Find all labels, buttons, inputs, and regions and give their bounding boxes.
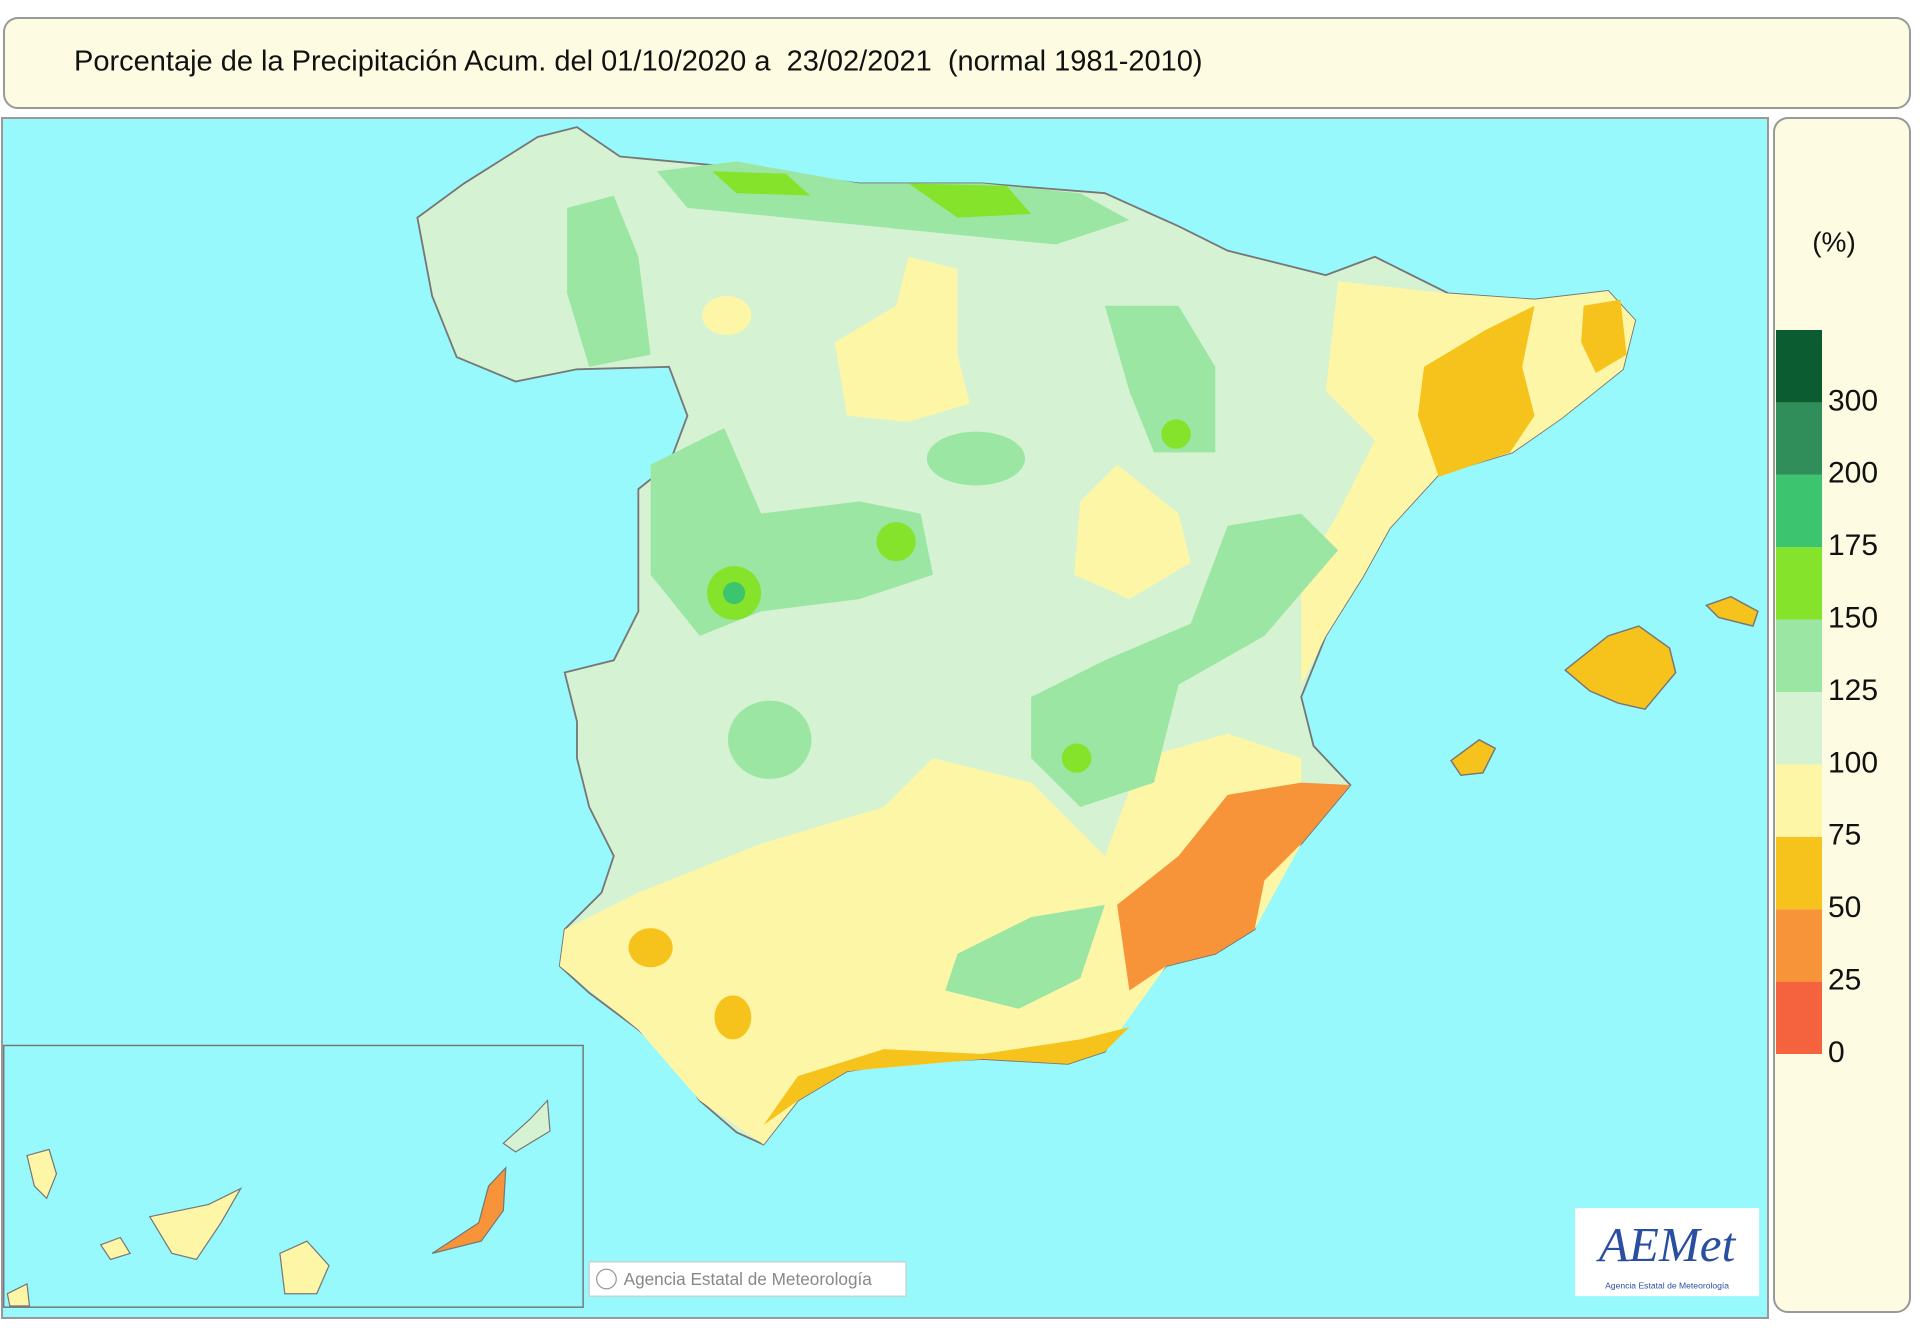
region-75-100 [1074,464,1191,600]
region-50-75 [763,1027,1130,1125]
menorca [1705,595,1759,627]
title: Porcentaje de la Precipitación Acum. del… [74,46,1203,78]
island [431,1166,507,1254]
legend-unit: (%) [1812,226,1856,257]
legend-tick-label: 100 [1828,746,1878,779]
region-125-150 [945,904,1105,1009]
legend-tick-label: 300 [1828,384,1878,417]
region-125-150 [1104,305,1216,453]
logo-box [1575,1208,1760,1297]
region-125-150 [727,700,812,779]
legend-swatch [1776,402,1822,475]
region-75-100 [834,256,970,422]
inset-frame [2,1044,584,1308]
region-125-150 [567,195,651,367]
legend-swatch [1776,909,1822,982]
legend-swatch [1776,692,1822,765]
region-50-75 [1417,305,1535,477]
region-175-200 [723,582,746,605]
region-150-175 [908,183,1032,218]
legend-tick-label: 125 [1828,674,1878,707]
region-150-175 [876,522,916,562]
legend-swatch [1776,981,1822,1054]
legend-tick-label: 150 [1828,602,1878,635]
ibiza [1450,738,1497,777]
legend-swatch [1776,330,1822,403]
legend-tick-label: 75 [1828,819,1861,852]
island [6,1283,31,1307]
legend-tick-label: 200 [1828,457,1878,490]
logo-subtitle: Agencia Estatal de Meteorología [1605,1281,1729,1291]
legend-tick-label: 0 [1828,1036,1845,1069]
logo: AEMet [1596,1217,1737,1272]
region-50-75 [1581,299,1627,373]
legend-tick-label: 50 [1828,891,1861,924]
island [148,1187,243,1261]
island [279,1240,330,1295]
region-75-100 [702,295,752,336]
island [26,1148,58,1200]
region-75-100 [559,733,1302,1145]
legend-swatch [1776,619,1822,692]
region-75-100 [1301,281,1636,685]
title-box [3,17,1911,109]
legend-tick-label: 25 [1828,964,1861,997]
island [502,1099,551,1153]
credit: Agencia Estatal de Meteorología [624,1269,873,1289]
region-150-175 [1061,743,1092,773]
map: Agencia Estatal de Meteorología AEMet Ag… [2,126,1760,1308]
region-50-75 [714,995,752,1040]
region-50-75 [628,928,673,968]
region-125-150 [1031,513,1339,808]
legend-swatch [1776,547,1822,620]
legend-swatch [1776,836,1822,910]
legend-tick-label: 175 [1828,529,1878,562]
mallorca [1564,625,1677,711]
region-25-50 [1117,782,1351,991]
region-125-150 [926,431,1026,486]
credit-icon [595,1268,617,1290]
legend: 0 25 50 75 100 125 150 175 200 300 [1776,330,1878,1069]
island [99,1236,132,1261]
credit-box [588,1261,907,1297]
region-150-175 [1161,419,1191,449]
legend-swatch [1776,474,1822,548]
legend-swatch [1776,764,1822,837]
region-150-175 [712,171,811,196]
